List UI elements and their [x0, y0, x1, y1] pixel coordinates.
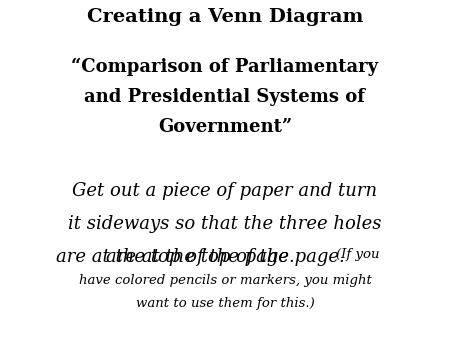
Text: want to use them for this.): want to use them for this.): [135, 297, 315, 310]
Text: have colored pencils or markers, you might: have colored pencils or markers, you mig…: [79, 274, 371, 287]
Text: it sideways so that the three holes: it sideways so that the three holes: [68, 215, 382, 233]
Text: and Presidential Systems of: and Presidential Systems of: [85, 88, 365, 106]
Text: Creating a Venn Diagram: Creating a Venn Diagram: [87, 8, 363, 26]
Text: Get out a piece of paper and turn: Get out a piece of paper and turn: [72, 182, 378, 200]
Text: (If you: (If you: [336, 248, 380, 261]
Text: are at the top of the page.: are at the top of the page.: [56, 248, 294, 266]
Text: are at the top of the page.: are at the top of the page.: [106, 248, 344, 266]
Text: “Comparison of Parliamentary: “Comparison of Parliamentary: [72, 58, 378, 76]
Text: Government”: Government”: [158, 118, 292, 136]
